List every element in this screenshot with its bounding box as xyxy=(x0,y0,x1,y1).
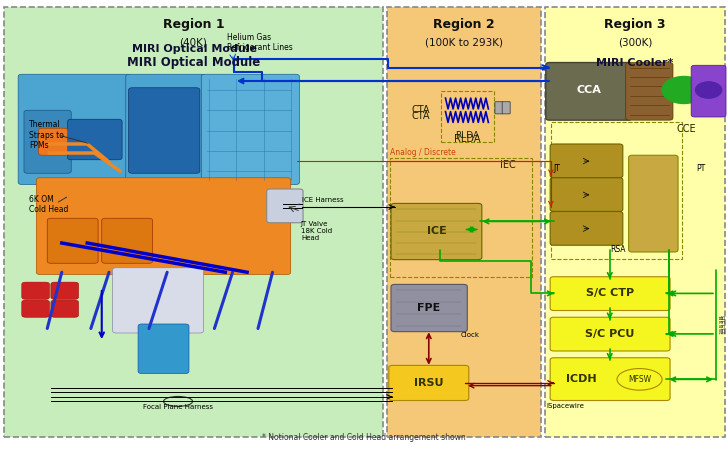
Text: (300K): (300K) xyxy=(618,37,652,47)
Text: FPE: FPE xyxy=(417,303,441,313)
FancyBboxPatch shape xyxy=(550,178,623,211)
Text: Focal Plane Harness: Focal Plane Harness xyxy=(143,404,213,410)
Text: RSA: RSA xyxy=(611,245,626,254)
FancyBboxPatch shape xyxy=(68,119,122,160)
Text: Region 3: Region 3 xyxy=(604,18,666,31)
Text: IRSU: IRSU xyxy=(414,378,443,388)
FancyBboxPatch shape xyxy=(18,74,131,184)
Text: (100K to 293K): (100K to 293K) xyxy=(425,37,503,47)
Text: JT: JT xyxy=(554,164,561,173)
Text: S/C PCU: S/C PCU xyxy=(585,329,635,339)
FancyBboxPatch shape xyxy=(545,7,726,436)
Text: IEC: IEC xyxy=(500,160,516,170)
FancyBboxPatch shape xyxy=(4,7,383,436)
Text: (40K): (40K) xyxy=(180,37,207,47)
FancyBboxPatch shape xyxy=(126,74,206,184)
Text: CCE: CCE xyxy=(677,124,696,134)
FancyBboxPatch shape xyxy=(201,74,300,184)
Text: Region 1: Region 1 xyxy=(163,18,224,31)
Text: CTA: CTA xyxy=(411,105,430,115)
FancyBboxPatch shape xyxy=(550,144,623,178)
Text: 6K OM
Cold Head: 6K OM Cold Head xyxy=(29,195,68,215)
FancyBboxPatch shape xyxy=(47,218,98,263)
FancyBboxPatch shape xyxy=(629,155,678,252)
FancyBboxPatch shape xyxy=(550,317,670,351)
Text: RLDA: RLDA xyxy=(455,130,479,140)
FancyBboxPatch shape xyxy=(129,88,200,173)
Circle shape xyxy=(662,76,706,104)
Text: * Notional Cooler and Cold Head arrangement shown: * Notional Cooler and Cold Head arrangem… xyxy=(262,433,465,442)
Text: MIRI Optical Module: MIRI Optical Module xyxy=(132,45,257,54)
Text: MIRI Cooler*: MIRI Cooler* xyxy=(596,58,674,68)
Text: ICE Harness: ICE Harness xyxy=(302,197,343,203)
FancyBboxPatch shape xyxy=(138,324,189,374)
Text: ISpacewire: ISpacewire xyxy=(547,403,585,409)
Text: RLDA: RLDA xyxy=(454,134,481,144)
Text: Helium Gas
Refrigerant Lines: Helium Gas Refrigerant Lines xyxy=(228,33,293,53)
FancyBboxPatch shape xyxy=(267,189,303,223)
FancyBboxPatch shape xyxy=(550,277,670,310)
FancyBboxPatch shape xyxy=(102,218,153,263)
Text: Analog / Discrete: Analog / Discrete xyxy=(390,148,455,157)
FancyBboxPatch shape xyxy=(22,300,49,317)
FancyBboxPatch shape xyxy=(391,203,482,260)
FancyBboxPatch shape xyxy=(36,178,291,274)
FancyBboxPatch shape xyxy=(495,102,503,114)
Circle shape xyxy=(696,82,722,98)
FancyBboxPatch shape xyxy=(113,268,204,333)
Text: PT: PT xyxy=(696,164,705,173)
FancyBboxPatch shape xyxy=(391,284,467,332)
Text: 1553B: 1553B xyxy=(719,314,724,334)
FancyBboxPatch shape xyxy=(51,300,79,317)
FancyBboxPatch shape xyxy=(691,65,726,117)
Text: CTA: CTA xyxy=(411,111,430,121)
Text: JT Valve
18K Cold
Head: JT Valve 18K Cold Head xyxy=(301,221,332,241)
FancyBboxPatch shape xyxy=(387,7,542,436)
FancyBboxPatch shape xyxy=(550,212,623,245)
Text: Clock: Clock xyxy=(461,332,480,338)
Text: ICE: ICE xyxy=(427,226,446,236)
Text: S/C CTP: S/C CTP xyxy=(586,288,634,298)
Ellipse shape xyxy=(617,369,662,390)
FancyBboxPatch shape xyxy=(389,365,469,400)
FancyBboxPatch shape xyxy=(22,282,49,299)
Text: MIRI Optical Module: MIRI Optical Module xyxy=(126,56,260,69)
FancyBboxPatch shape xyxy=(51,282,79,299)
FancyBboxPatch shape xyxy=(502,102,510,114)
FancyBboxPatch shape xyxy=(24,110,71,173)
Text: CCA: CCA xyxy=(577,85,601,95)
FancyBboxPatch shape xyxy=(550,358,670,400)
FancyBboxPatch shape xyxy=(546,63,632,120)
Text: 1553B: 1553B xyxy=(721,314,726,334)
Text: Thermal
Straps to
FPMs: Thermal Straps to FPMs xyxy=(29,120,64,150)
FancyBboxPatch shape xyxy=(441,91,494,142)
Text: ICDH: ICDH xyxy=(566,374,597,384)
FancyBboxPatch shape xyxy=(39,128,68,155)
FancyBboxPatch shape xyxy=(626,63,673,120)
Text: MFSW: MFSW xyxy=(628,375,651,384)
Text: Region 2: Region 2 xyxy=(433,18,495,31)
